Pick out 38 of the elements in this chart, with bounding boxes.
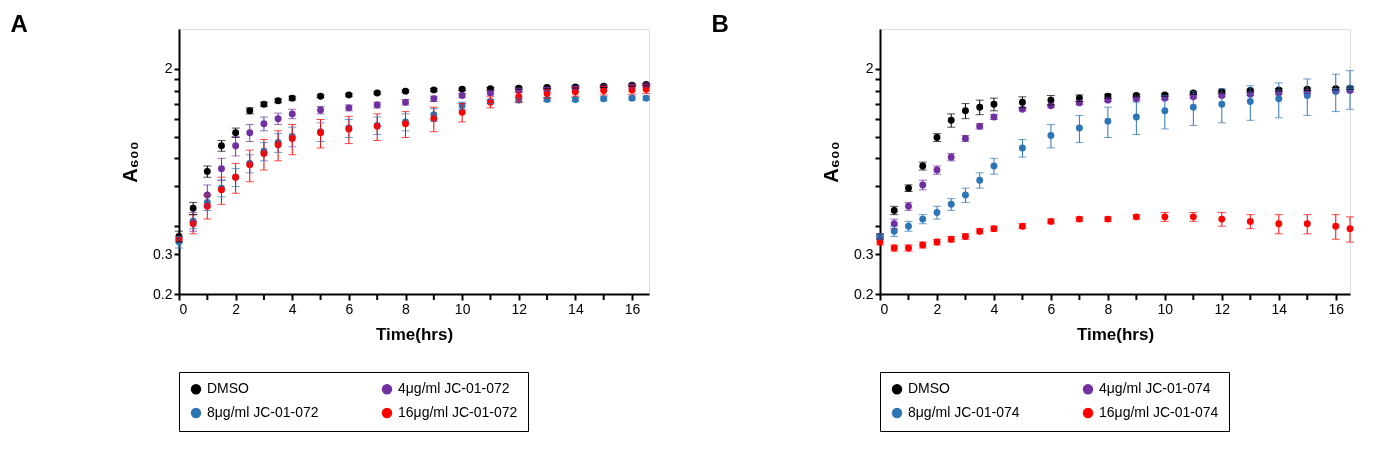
x-tick-label: 2 <box>933 300 942 317</box>
y-tick-label: 2 <box>865 60 874 77</box>
x-tick-label: 10 <box>1157 300 1174 317</box>
y-tick-label: 0.3 <box>854 245 874 262</box>
legend-label: 8μg/ml JC-01-072 <box>207 404 319 420</box>
x-tick-label: 12 <box>511 300 528 317</box>
x-tick-label: 4 <box>288 300 297 317</box>
legend-label: DMSO <box>908 380 951 397</box>
x-tick-label: 6 <box>345 300 354 317</box>
x-tick-label: 0 <box>880 300 889 317</box>
x-tick-label: 8 <box>402 300 411 317</box>
y-tick-label: 2 <box>164 60 173 77</box>
x-tick-label: 6 <box>1047 300 1056 317</box>
x-tick-label: 2 <box>232 300 241 317</box>
x-axis-title: Time(hrs) <box>1076 324 1155 344</box>
y-tick-label: 0.2 <box>153 285 173 302</box>
x-tick-label: 0 <box>179 300 188 317</box>
legend-label: 16μg/ml JC-01-072 <box>398 404 518 420</box>
x-tick-label: 4 <box>990 300 999 317</box>
x-tick-label: 16 <box>1328 300 1345 317</box>
legend-label: 8μg/ml JC-01-074 <box>908 404 1020 420</box>
legend-label: 16μg/ml JC-01-074 <box>1099 404 1219 420</box>
y-axis-title: A₆₀₀ <box>820 141 843 183</box>
legend-label: 4μg/ml JC-01-072 <box>398 380 510 397</box>
x-tick-label: 12 <box>1214 300 1231 317</box>
x-tick-label: 14 <box>568 300 584 317</box>
x-tick-label: 10 <box>454 300 471 317</box>
legend-label: 4μg/ml JC-01-074 <box>1099 380 1211 397</box>
y-tick-label: 0.3 <box>153 245 173 262</box>
x-axis-title: Time(hrs) <box>375 324 454 344</box>
y-axis-title: A₆₀₀ <box>119 141 142 183</box>
x-tick-label: 16 <box>624 300 641 317</box>
legend-label: DMSO <box>207 380 250 397</box>
x-tick-label: 8 <box>1104 300 1113 317</box>
chart-title: B <box>711 10 729 37</box>
y-tick-label: 0.2 <box>854 285 874 302</box>
chart-title: A <box>10 10 28 37</box>
x-tick-label: 14 <box>1271 300 1288 317</box>
